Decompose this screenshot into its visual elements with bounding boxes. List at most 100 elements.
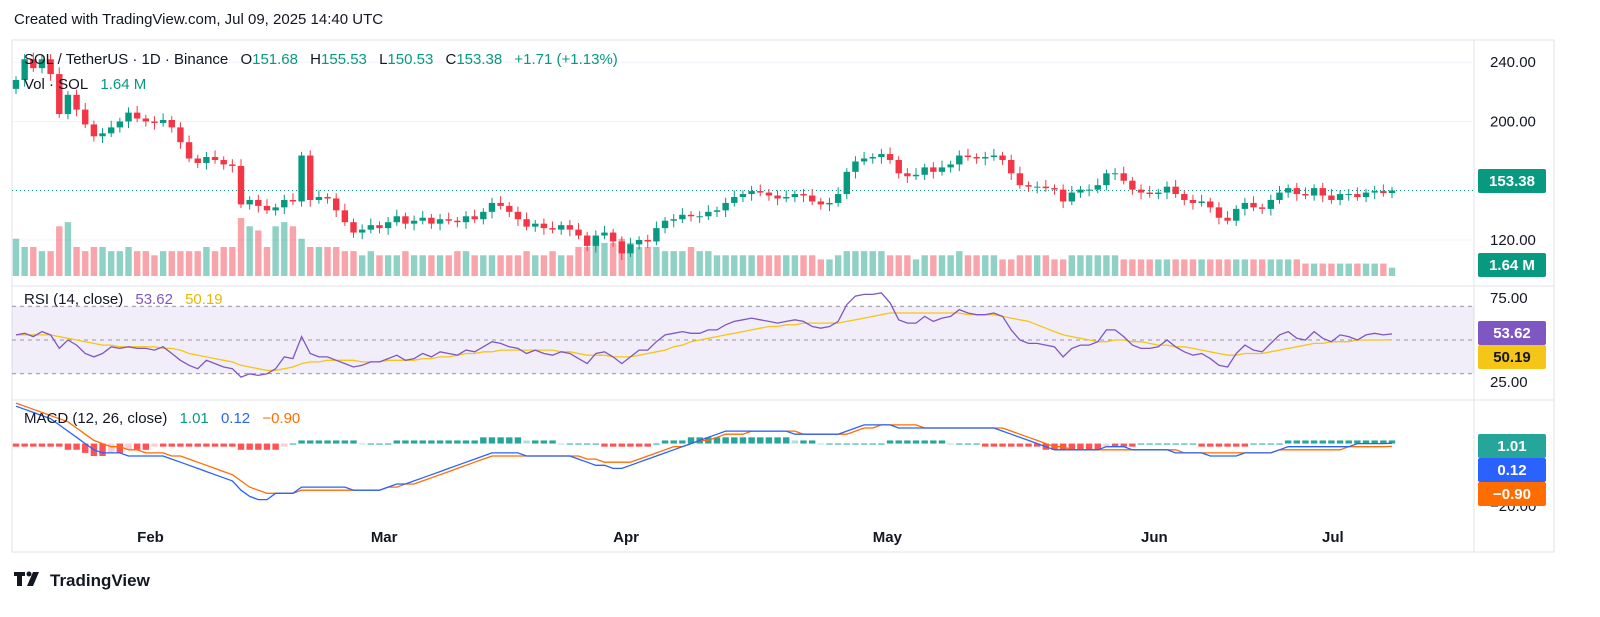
volume-bar bbox=[817, 259, 825, 276]
macd-histogram-bar bbox=[12, 443, 20, 447]
candle-body bbox=[90, 124, 98, 137]
volume-bar bbox=[601, 242, 608, 276]
macd-histogram-bar bbox=[670, 440, 677, 444]
candle-body bbox=[583, 235, 591, 246]
macd-histogram-bar bbox=[1146, 443, 1153, 445]
rsi-legend[interactable]: RSI (14, close) 53.62 50.19 bbox=[24, 291, 223, 308]
macd-histogram-bar bbox=[497, 437, 504, 444]
candle-body bbox=[1111, 173, 1119, 175]
volume-bar bbox=[739, 255, 747, 276]
rsi-tick-label: 75.00 bbox=[1490, 290, 1528, 307]
candle-body bbox=[1016, 173, 1024, 186]
candle-body bbox=[843, 171, 850, 195]
candle-body bbox=[635, 239, 643, 245]
candle-body bbox=[350, 222, 357, 233]
volume-bar bbox=[488, 255, 496, 276]
macd-histogram-bar bbox=[107, 443, 115, 453]
volume-bar bbox=[973, 255, 980, 276]
candle-body bbox=[436, 219, 444, 224]
volume-bar bbox=[1085, 255, 1093, 276]
volume-bar bbox=[783, 255, 790, 276]
volume-bar bbox=[653, 247, 660, 276]
volume-tag: 1.64 M bbox=[1478, 253, 1546, 277]
volume-bar bbox=[1276, 259, 1283, 276]
macd-histogram-bar bbox=[912, 440, 920, 444]
macd-histogram-bar bbox=[964, 443, 972, 445]
volume-bar bbox=[748, 255, 755, 276]
volume-bar bbox=[47, 251, 54, 276]
candle-body bbox=[211, 157, 219, 160]
volume-bar bbox=[116, 251, 124, 276]
macd-histogram-bar bbox=[1025, 443, 1032, 447]
volume-bar bbox=[12, 238, 20, 276]
candle-body bbox=[904, 173, 911, 177]
macd-histogram-bar bbox=[367, 443, 375, 445]
macd-histogram-bar bbox=[1354, 440, 1361, 444]
candle-body bbox=[956, 155, 963, 165]
candle-body bbox=[1233, 208, 1240, 221]
macd-histogram-bar bbox=[358, 443, 366, 445]
macd-histogram-bar bbox=[506, 437, 513, 444]
macd-histogram-bar bbox=[731, 437, 738, 444]
candle-body bbox=[1137, 189, 1145, 193]
macd-histogram-bar bbox=[800, 440, 807, 444]
macd-histogram-bar bbox=[133, 443, 141, 450]
macd-histogram-bar bbox=[549, 440, 556, 444]
volume-bar bbox=[1181, 259, 1188, 276]
volume-bar bbox=[220, 247, 227, 276]
macd-histogram-bar bbox=[1258, 443, 1266, 445]
chart-frame bbox=[11, 39, 1555, 553]
symbol-legend[interactable]: SOL / TetherUS · 1D · Binance O151.68 H1… bbox=[24, 51, 618, 68]
macd-label: MACD (12, 26, close) bbox=[24, 410, 168, 427]
candle-body bbox=[177, 127, 184, 143]
volume-bar bbox=[211, 251, 219, 276]
change-value: +1.71 (+1.13%) bbox=[514, 51, 618, 68]
tradingview-footer[interactable]: TradingView bbox=[14, 570, 150, 591]
macd-histogram-bar bbox=[1233, 443, 1240, 447]
candle-body bbox=[860, 158, 868, 162]
macd-histogram-bar bbox=[1302, 440, 1309, 444]
macd-histogram-bar bbox=[895, 440, 902, 444]
volume-bar bbox=[1258, 259, 1266, 276]
volume-bar bbox=[843, 251, 850, 276]
candle-body bbox=[878, 154, 885, 158]
macd-histogram-bar bbox=[402, 440, 409, 444]
macd-histogram-bar bbox=[843, 443, 850, 445]
macd-legend[interactable]: MACD (12, 26, close) 1.01 0.12 −0.90 bbox=[24, 410, 300, 427]
candle-body bbox=[73, 94, 80, 110]
volume-bar bbox=[1319, 263, 1326, 276]
macd-histogram-bar bbox=[808, 440, 816, 444]
macd-histogram-bar bbox=[246, 443, 253, 450]
candle-body bbox=[30, 59, 37, 69]
volume-bar bbox=[1025, 255, 1032, 276]
volume-bar bbox=[627, 242, 634, 276]
macd-histogram-bar bbox=[324, 440, 331, 444]
macd-histogram-bar bbox=[921, 440, 928, 444]
symbol-title[interactable]: SOL / TetherUS · 1D · Binance bbox=[24, 51, 229, 68]
volume-legend[interactable]: Vol · SOL 1.64 M bbox=[24, 76, 146, 93]
macd-hist-value: 1.01 bbox=[179, 410, 209, 427]
x-axis-label: Feb bbox=[137, 529, 164, 546]
volume-bar bbox=[56, 226, 63, 276]
candle-body bbox=[852, 161, 859, 172]
macd-histogram-bar bbox=[203, 443, 210, 447]
macd-histogram-bar bbox=[852, 443, 859, 445]
volume-bar bbox=[38, 251, 46, 276]
macd-histogram-bar bbox=[583, 443, 591, 445]
candle-body bbox=[1189, 199, 1197, 203]
volume-bar bbox=[860, 251, 868, 276]
candle-body bbox=[480, 211, 487, 220]
volume-bar bbox=[921, 255, 928, 276]
macd-histogram-bar bbox=[1215, 443, 1223, 447]
macd-histogram-bar bbox=[289, 443, 297, 445]
volume-bar bbox=[1207, 259, 1214, 276]
candle-body bbox=[618, 241, 625, 254]
candle-body bbox=[1258, 207, 1266, 209]
candle-body bbox=[315, 197, 323, 200]
macd-line-value: 0.12 bbox=[220, 410, 251, 427]
candle-body bbox=[358, 229, 366, 233]
volume-bar bbox=[480, 255, 487, 276]
candle-body bbox=[237, 165, 245, 205]
macd-histogram-bar bbox=[315, 440, 323, 444]
